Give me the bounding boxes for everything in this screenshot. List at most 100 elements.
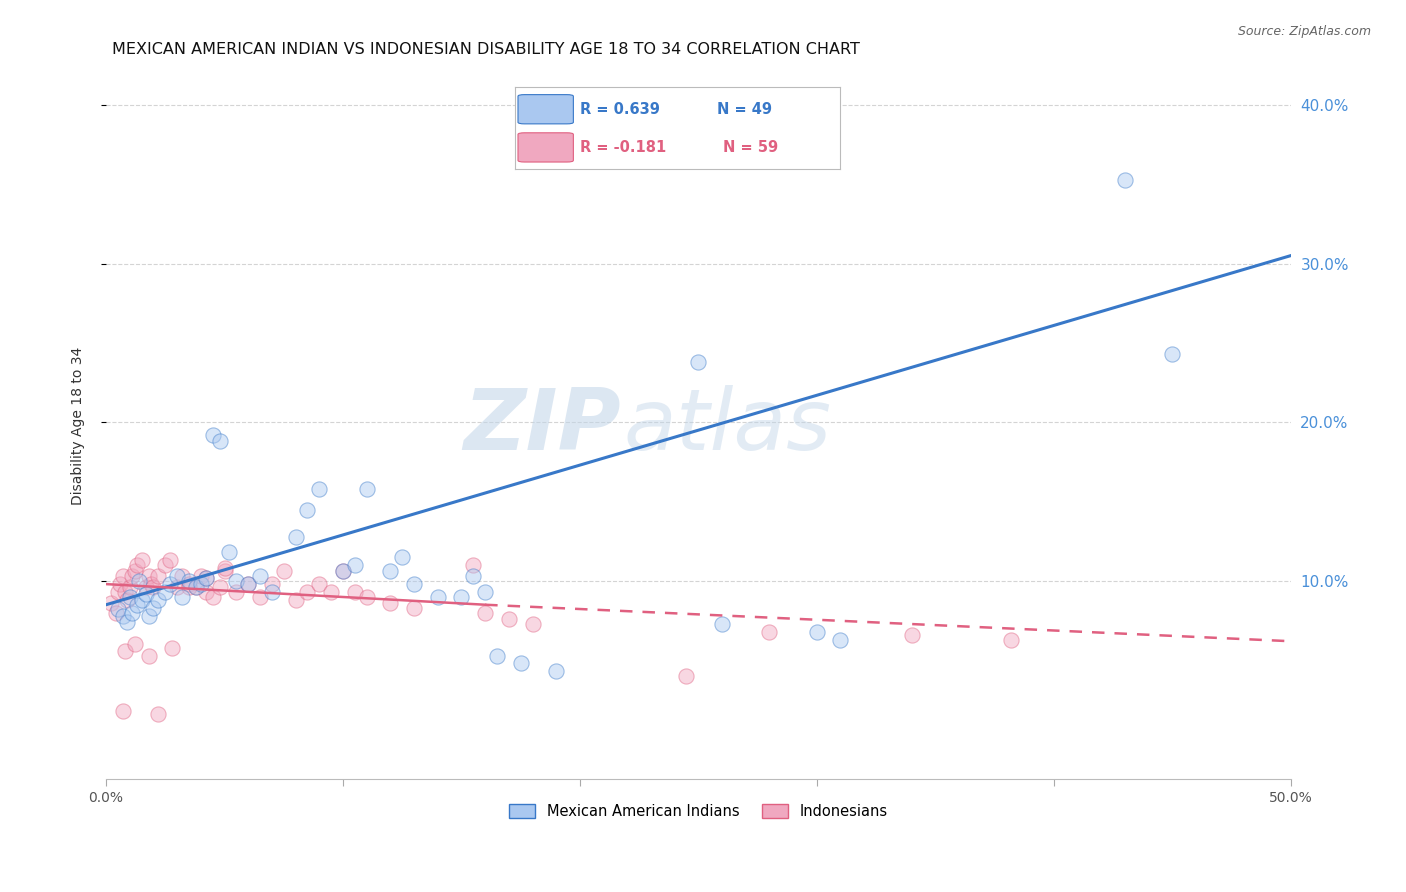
Point <box>380 565 402 579</box>
Point <box>121 606 143 620</box>
Point <box>711 616 734 631</box>
Point <box>159 553 181 567</box>
Point <box>284 593 307 607</box>
Point <box>114 585 136 599</box>
Point <box>124 637 146 651</box>
Point <box>184 580 207 594</box>
Point <box>121 569 143 583</box>
Point <box>201 590 224 604</box>
Point <box>111 704 134 718</box>
Point <box>238 577 260 591</box>
Point <box>107 602 129 616</box>
Point <box>177 574 200 588</box>
Point <box>380 596 402 610</box>
Point <box>522 616 544 631</box>
Point <box>139 577 162 591</box>
Point <box>806 624 828 639</box>
Point <box>190 577 212 591</box>
Point <box>194 571 217 585</box>
Point <box>463 569 485 583</box>
Point <box>830 632 852 647</box>
Point <box>308 482 330 496</box>
Point <box>135 586 157 600</box>
Point <box>402 601 425 615</box>
Point <box>107 585 129 599</box>
Point <box>308 577 330 591</box>
Point <box>131 593 153 607</box>
Point <box>297 502 319 516</box>
Point <box>166 569 188 583</box>
Text: MEXICAN AMERICAN INDIAN VS INDONESIAN DISABILITY AGE 18 TO 34 CORRELATION CHART: MEXICAN AMERICAN INDIAN VS INDONESIAN DI… <box>112 42 860 57</box>
Point <box>148 569 170 583</box>
Point <box>118 580 141 594</box>
Point <box>214 561 236 575</box>
Point <box>474 606 496 620</box>
Point <box>391 550 413 565</box>
Point <box>208 580 231 594</box>
Point <box>159 577 181 591</box>
Point <box>194 571 217 585</box>
Point <box>498 612 520 626</box>
Point <box>190 569 212 583</box>
Y-axis label: Disability Age 18 to 34: Disability Age 18 to 34 <box>72 347 86 506</box>
Point <box>356 482 378 496</box>
Point <box>208 434 231 449</box>
Point <box>332 565 354 579</box>
Point <box>273 565 295 579</box>
Point <box>297 585 319 599</box>
Point <box>125 598 148 612</box>
Point <box>184 580 207 594</box>
Point <box>201 428 224 442</box>
Point <box>131 553 153 567</box>
Point <box>343 558 366 572</box>
Point <box>114 644 136 658</box>
Point <box>450 590 472 604</box>
Point <box>260 585 283 599</box>
Point <box>117 593 139 607</box>
Point <box>332 565 354 579</box>
Point <box>166 580 188 594</box>
Point <box>110 577 132 591</box>
Point <box>100 596 122 610</box>
Point <box>249 569 271 583</box>
Point <box>118 590 141 604</box>
Point <box>218 545 240 559</box>
Point <box>177 580 200 594</box>
Point <box>225 585 247 599</box>
Point <box>426 590 449 604</box>
Point <box>148 593 170 607</box>
Point <box>162 640 184 655</box>
Point <box>170 569 193 583</box>
Text: atlas: atlas <box>624 384 832 467</box>
Point <box>194 585 217 599</box>
Point <box>343 585 366 599</box>
Point <box>124 565 146 579</box>
Point <box>402 577 425 591</box>
Point <box>1161 347 1184 361</box>
Point <box>675 669 697 683</box>
Point <box>142 601 165 615</box>
Point <box>509 657 531 671</box>
Point <box>138 569 160 583</box>
Point <box>1000 632 1022 647</box>
Point <box>249 590 271 604</box>
Point <box>117 615 139 630</box>
Point <box>104 606 127 620</box>
Text: Source: ZipAtlas.com: Source: ZipAtlas.com <box>1237 25 1371 38</box>
Point <box>260 577 283 591</box>
Point <box>148 707 170 722</box>
Point <box>135 580 157 594</box>
Point <box>155 558 177 572</box>
Point <box>321 585 343 599</box>
Point <box>142 580 165 594</box>
Point <box>214 565 236 579</box>
Point <box>463 558 485 572</box>
Point <box>900 628 922 642</box>
Point <box>688 355 710 369</box>
Legend: Mexican American Indians, Indonesians: Mexican American Indians, Indonesians <box>503 798 893 825</box>
Text: ZIP: ZIP <box>464 384 621 467</box>
Point <box>225 574 247 588</box>
Point <box>111 608 134 623</box>
Point <box>758 624 780 639</box>
Point <box>284 529 307 543</box>
